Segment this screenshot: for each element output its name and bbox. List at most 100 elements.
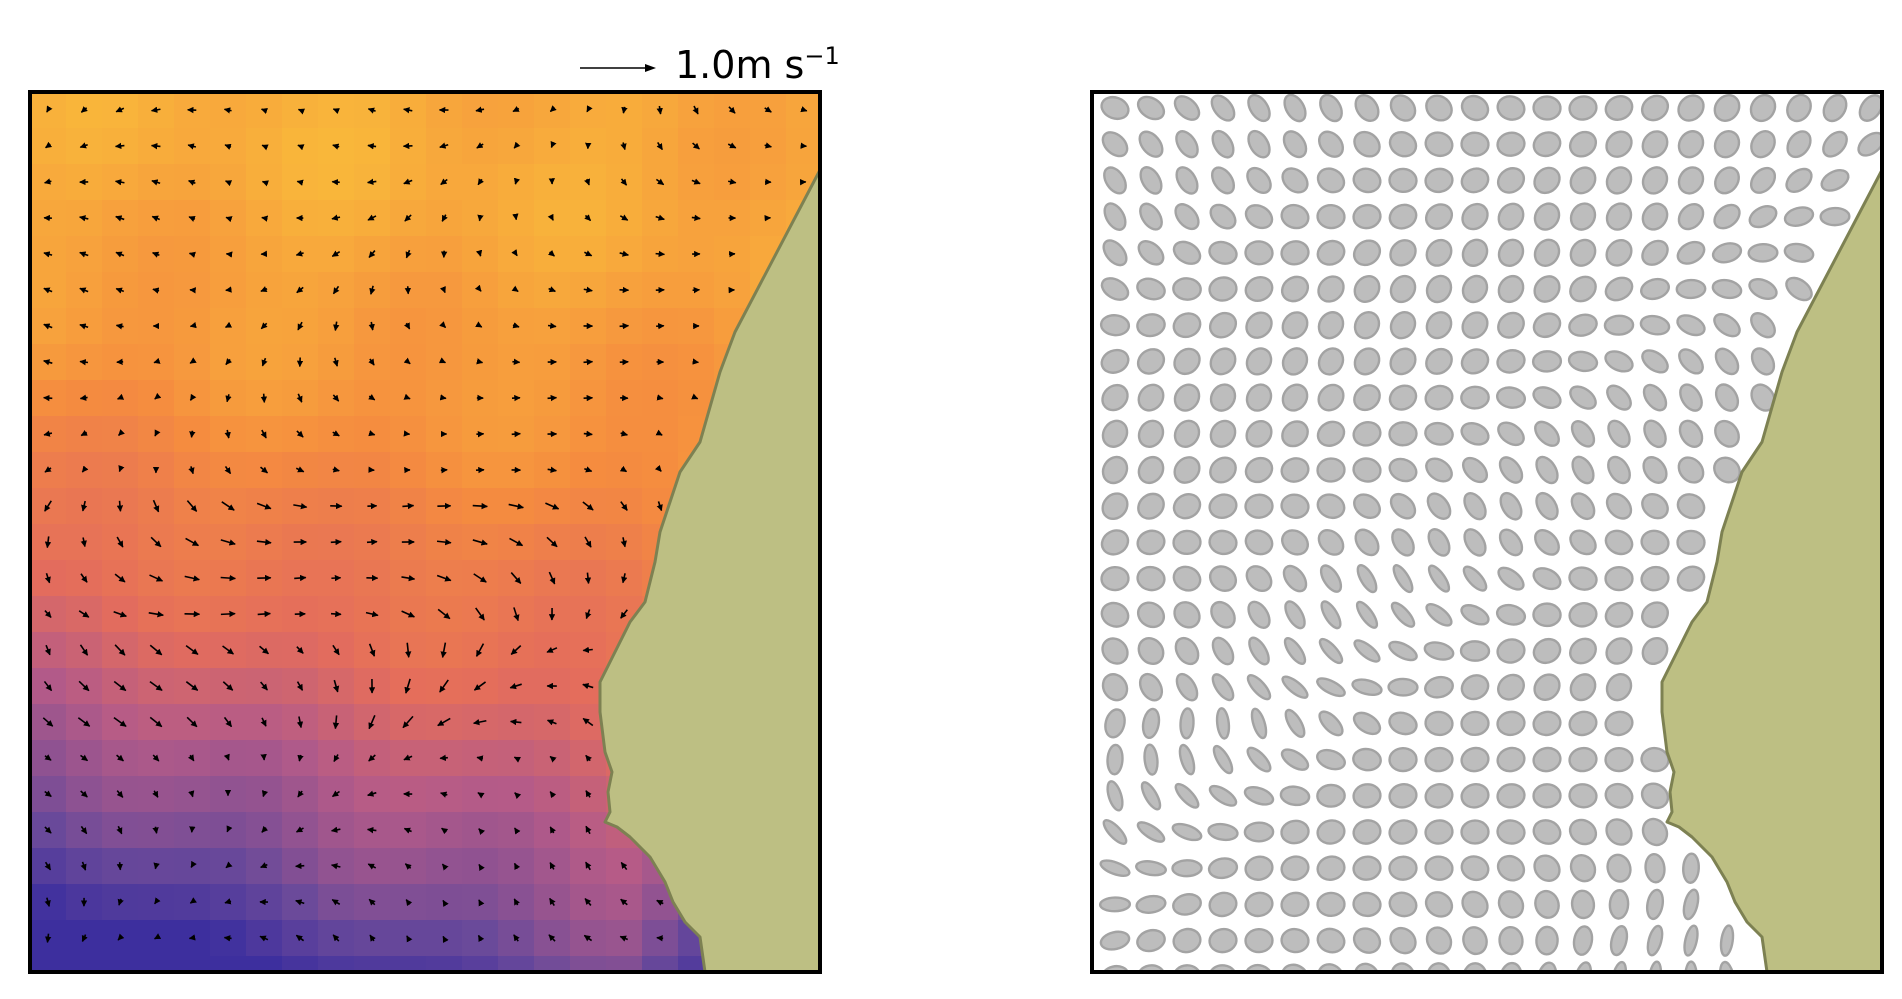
ellipse-glyph — [1317, 347, 1345, 376]
ellipse-glyph — [1460, 167, 1490, 194]
ellipse-glyph — [1351, 678, 1383, 697]
ellipse-glyph — [1572, 925, 1594, 956]
ellipse-glyph — [1785, 276, 1813, 302]
velocity-arrow — [44, 178, 52, 185]
ellipse-glyph — [1573, 961, 1593, 972]
ellipse-glyph — [1641, 817, 1669, 847]
velocity-arrow — [437, 717, 451, 727]
velocity-arrow — [225, 394, 232, 403]
ellipse-glyph — [1318, 637, 1344, 665]
ellipse-glyph — [1172, 312, 1202, 339]
ellipse-glyph — [1498, 456, 1524, 484]
velocity-arrow — [297, 321, 304, 331]
velocity-arrow — [368, 643, 376, 657]
ellipse-glyph — [1424, 746, 1454, 773]
velocity-arrow — [152, 499, 160, 513]
ellipse-glyph — [1281, 347, 1309, 376]
land-right — [1660, 168, 1882, 972]
ellipse-glyph — [1714, 383, 1740, 412]
ellipse-glyph — [1211, 636, 1235, 666]
ellipse-glyph — [1532, 602, 1562, 628]
velocity-arrow — [476, 755, 484, 762]
ellipse-glyph — [1496, 710, 1526, 737]
ellipse-glyph — [1424, 891, 1454, 918]
velocity-arrow — [189, 321, 197, 329]
quiver-key-label: 1.0m s−1 — [675, 42, 840, 87]
velocity-arrow — [149, 716, 163, 728]
ellipse-glyph — [1389, 311, 1417, 340]
ellipse-glyph — [1498, 925, 1524, 956]
ellipse-glyph — [1136, 348, 1166, 375]
velocity-arrow — [655, 429, 663, 436]
velocity-arrow — [185, 537, 199, 547]
ellipse-glyph — [1319, 564, 1343, 593]
ellipse-glyph — [1532, 386, 1562, 410]
heatmap-cell — [138, 956, 175, 972]
velocity-arrow — [367, 214, 377, 221]
heatmap-cell — [102, 956, 139, 972]
ellipse-glyph — [1175, 130, 1199, 159]
velocity-arrow — [189, 393, 197, 401]
ellipse-glyph — [1461, 238, 1489, 267]
velocity-arrow — [584, 250, 593, 257]
velocity-arrow — [728, 106, 736, 114]
ellipse-glyph — [1569, 238, 1597, 267]
velocity-arrow — [44, 500, 52, 512]
velocity-arrow — [655, 214, 665, 221]
ellipse-glyph — [1247, 129, 1271, 159]
velocity-arrow — [80, 106, 88, 113]
velocity-arrow — [297, 108, 306, 115]
velocity-arrow — [403, 393, 411, 400]
velocity-arrow — [189, 430, 196, 438]
ellipse-glyph — [1353, 347, 1381, 376]
ellipse-glyph — [1100, 565, 1130, 592]
velocity-arrow — [81, 465, 89, 473]
ellipse-glyph — [1281, 311, 1309, 340]
ellipse-glyph — [1713, 94, 1741, 122]
ellipse-glyph — [1391, 528, 1415, 557]
ellipse-glyph — [1424, 421, 1454, 446]
ellipse-glyph — [1102, 239, 1128, 267]
velocity-arrow — [296, 681, 304, 691]
velocity-arrow — [656, 141, 663, 151]
ellipse-glyph — [1135, 860, 1167, 877]
velocity-arrow — [115, 323, 124, 330]
heatmap-cell — [30, 956, 67, 972]
ellipse-glyph — [1497, 274, 1525, 304]
ellipse-glyph — [1106, 780, 1124, 812]
velocity-arrow — [405, 899, 413, 907]
ellipse-glyph — [1713, 203, 1741, 230]
ellipse-glyph — [1819, 206, 1851, 227]
ellipse-glyph — [1136, 601, 1166, 629]
ellipse-glyph — [1246, 166, 1272, 194]
velocity-arrow — [656, 105, 663, 115]
ellipse-glyph — [1208, 240, 1238, 265]
ellipse-glyph — [1570, 889, 1596, 920]
velocity-arrow — [367, 790, 377, 797]
ellipse-glyph — [1640, 782, 1670, 810]
ellipse-glyph — [1497, 890, 1525, 919]
ellipse-glyph — [1208, 927, 1238, 954]
ellipse-glyph — [1389, 239, 1417, 267]
heatmap-cell — [246, 956, 283, 972]
ellipse-glyph — [1139, 202, 1163, 231]
ellipse-glyph — [1820, 169, 1850, 192]
velocity-arrow — [332, 715, 340, 730]
ellipse-glyph — [1568, 130, 1598, 158]
velocity-arrow — [331, 250, 341, 258]
velocity-arrow — [619, 322, 630, 330]
velocity-arrow — [261, 180, 269, 187]
ellipse-glyph — [1138, 672, 1164, 702]
ellipse-glyph — [1567, 350, 1599, 373]
velocity-arrow — [117, 898, 124, 906]
ellipse-glyph — [1243, 785, 1275, 806]
ellipse-glyph — [1568, 783, 1598, 809]
ellipse-glyph — [1497, 566, 1525, 591]
ellipse-glyph — [1568, 602, 1598, 628]
velocity-arrow — [403, 357, 411, 365]
ellipse-glyph — [1531, 350, 1563, 373]
velocity-arrow — [224, 143, 232, 150]
velocity-arrow — [621, 106, 628, 114]
ellipse-glyph — [1352, 420, 1382, 447]
ellipse-glyph — [1172, 565, 1202, 592]
